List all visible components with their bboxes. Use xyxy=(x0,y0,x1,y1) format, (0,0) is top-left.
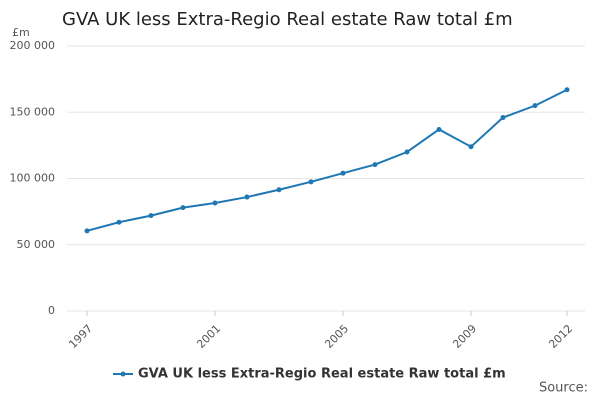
point xyxy=(436,126,442,132)
point xyxy=(116,219,122,225)
x-tick-label: 2012 xyxy=(546,322,575,351)
x-tick-label: 1997 xyxy=(66,322,95,351)
y-unit: £m xyxy=(12,26,30,39)
chart-title: GVA UK less Extra-Regio Real estate Raw … xyxy=(62,9,513,30)
x-tick-label: 2001 xyxy=(194,322,223,351)
point xyxy=(340,170,346,176)
point xyxy=(564,87,570,93)
point xyxy=(148,213,154,219)
point xyxy=(532,103,538,109)
point xyxy=(468,144,474,150)
x-tick-label: 2005 xyxy=(322,322,351,351)
point xyxy=(84,228,90,234)
x-tick-label: 2009 xyxy=(450,322,479,351)
legend-label: GVA UK less Extra-Regio Real estate Raw … xyxy=(138,367,506,382)
y-tick-label: 0 xyxy=(48,304,55,317)
point xyxy=(308,179,314,185)
line xyxy=(86,88,568,232)
point xyxy=(276,187,282,193)
point xyxy=(500,115,506,121)
y-tick-label: 150 000 xyxy=(10,105,56,118)
y-tick-label: 100 000 xyxy=(10,172,56,185)
point xyxy=(372,162,378,168)
y-tick-label: 200 000 xyxy=(10,39,56,52)
source: Source: xyxy=(539,381,588,396)
point xyxy=(212,200,218,206)
point xyxy=(244,194,250,200)
legend-marker xyxy=(120,371,126,377)
y-tick-label: 50 000 xyxy=(17,238,56,251)
point xyxy=(180,205,186,211)
point xyxy=(404,149,410,155)
